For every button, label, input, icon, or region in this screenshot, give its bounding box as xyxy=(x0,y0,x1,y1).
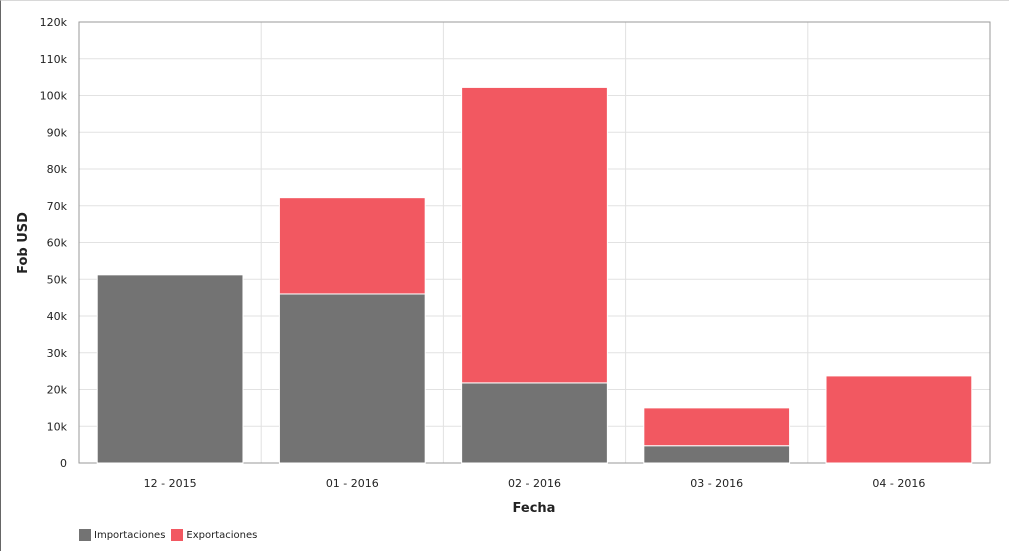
x-tick-label: 03 - 2016 xyxy=(690,477,743,490)
legend-item-exportaciones[interactable]: Exportaciones xyxy=(171,529,257,541)
y-tick-label: 110k xyxy=(40,53,68,66)
y-tick-label: 40k xyxy=(47,310,68,323)
x-tick-label: 02 - 2016 xyxy=(508,477,561,490)
bar-importaciones-0[interactable] xyxy=(96,274,244,464)
bar-importaciones-1[interactable] xyxy=(278,293,426,464)
y-tick-label: 100k xyxy=(40,90,68,103)
bar-importaciones-2[interactable] xyxy=(461,382,608,464)
bar-exportaciones-4[interactable] xyxy=(825,375,973,464)
legend-swatch-exportaciones xyxy=(171,529,184,541)
bar-exportaciones-2[interactable] xyxy=(461,86,608,384)
legend-item-importaciones[interactable]: Importaciones xyxy=(79,529,165,541)
y-tick-label: 90k xyxy=(47,126,68,139)
legend-swatch-importaciones xyxy=(79,529,91,541)
y-tick-label: 0 xyxy=(60,457,67,470)
legend-label-exportaciones: Exportaciones xyxy=(186,529,258,541)
y-tick-label: 10k xyxy=(47,420,68,433)
legend-label-importaciones: Importaciones xyxy=(94,529,166,541)
x-tick-label: 01 - 2016 xyxy=(326,477,379,490)
x-tick-label: 04 - 2016 xyxy=(872,477,925,490)
x-tick-labels: 12 - 2015 01 - 2016 02 - 2016 03 - 2016 04 -… xyxy=(144,477,926,490)
legend: Importaciones Exportaciones xyxy=(79,529,257,541)
y-tick-labels: 0 10k 20k 30k 40k 50k 60k 70k 80k 90k 100k 110k 120k xyxy=(40,16,68,470)
y-tick-label: 60k xyxy=(47,237,68,250)
y-axis-title: Fob USD xyxy=(16,212,31,274)
y-tick-label: 70k xyxy=(47,200,68,213)
bar-exportaciones-3[interactable] xyxy=(643,407,791,447)
bar-exportaciones-1[interactable] xyxy=(278,197,426,295)
bar-importaciones-3[interactable] xyxy=(643,445,791,464)
x-tick-label: 12 - 2015 xyxy=(144,477,197,490)
y-tick-label: 50k xyxy=(47,273,68,286)
y-tick-label: 120k xyxy=(40,16,68,29)
y-tick-label: 30k xyxy=(47,347,68,360)
y-tick-label: 80k xyxy=(47,163,68,176)
y-tick-label: 20k xyxy=(47,384,68,397)
x-axis-title: Fecha xyxy=(513,501,556,516)
bars-group xyxy=(96,86,973,464)
